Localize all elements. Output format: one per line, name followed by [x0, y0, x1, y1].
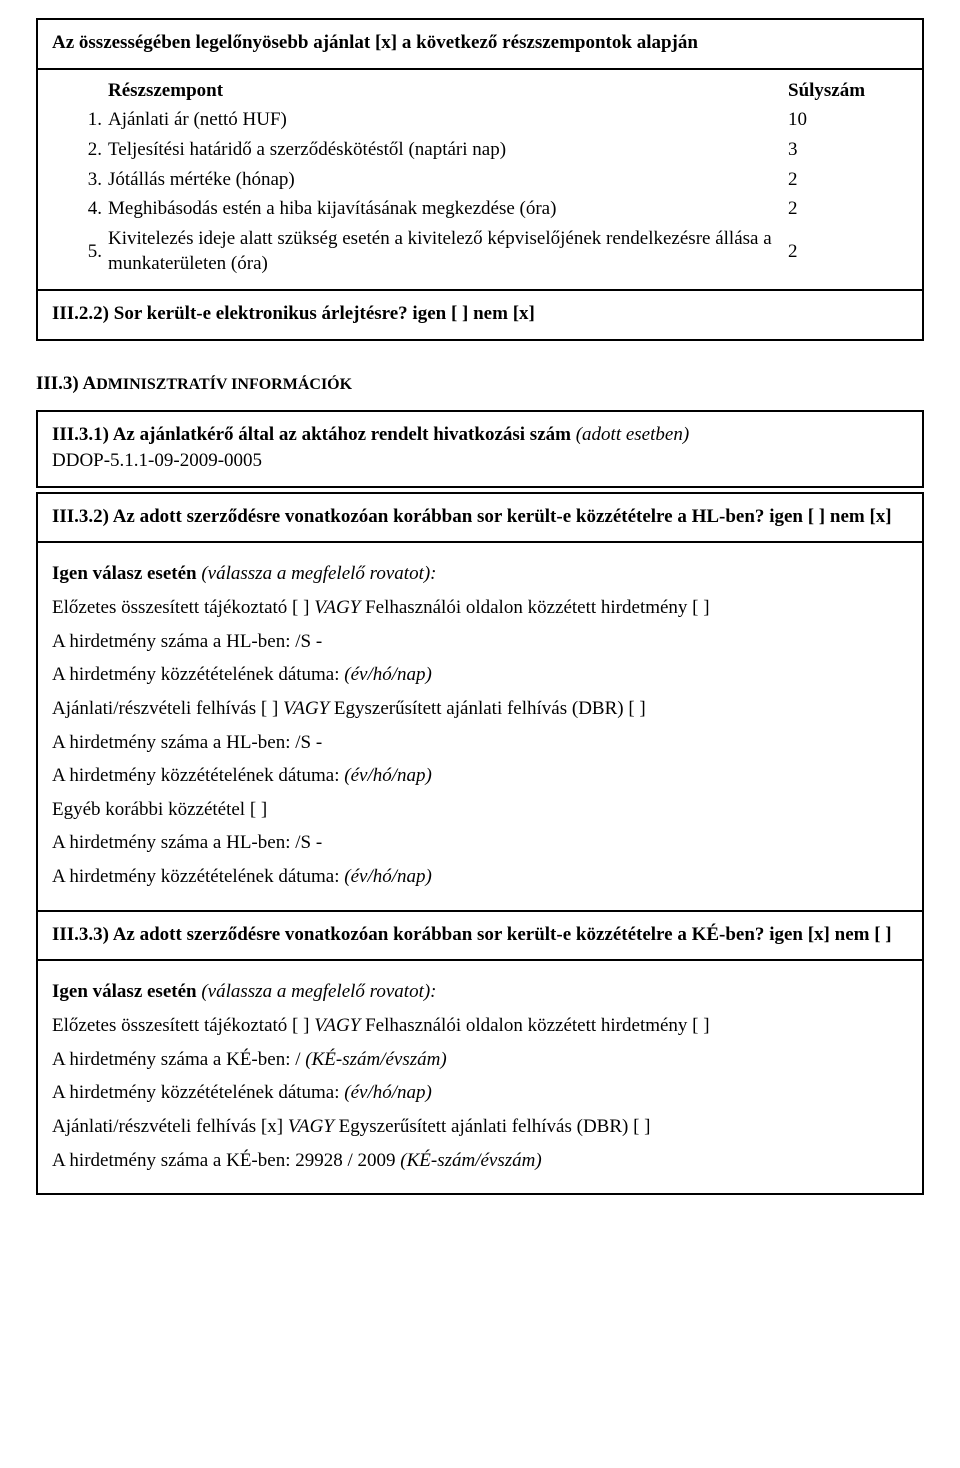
- iii32-l2-vagy: VAGY: [283, 698, 329, 719]
- iii33-num-ke-a: A hirdetmény száma a KÉ-ben: /: [52, 1049, 305, 1070]
- iii33-head: III.3.3) Az adott szerződésre vonatkozóa…: [52, 924, 764, 945]
- criteria-row-num: 3.: [78, 165, 108, 195]
- iii33-num-ke-b-italic: (KÉ-szám/évszám): [400, 1150, 541, 1171]
- iii32-l1b: Felhasználói oldalon közzétett hirdetmén…: [360, 597, 709, 618]
- iii32-l1a: Előzetes összesített tájékoztató [ ]: [52, 597, 314, 618]
- iii33-l1a: Előzetes összesített tájékoztató [ ]: [52, 1015, 314, 1036]
- criteria-row-weight: 10: [788, 105, 908, 135]
- iii32-date-prefix-1: A hirdetmény közzétételének dátuma:: [52, 664, 344, 685]
- iii31-value: DDOP-5.1.1-09-2009-0005: [52, 448, 908, 474]
- criteria-row: 4. Meghibásodás estén a hiba kijavításán…: [78, 194, 908, 224]
- iii32-num-hl-2: A hirdetmény száma a HL-ben: /S -: [52, 730, 908, 756]
- iii32-l2b: Egyszerűsített ajánlati felhívás (DBR) […: [329, 698, 646, 719]
- section-3-heading-rest: DMINISZTRATÍV INFORMÁCIÓK: [96, 376, 352, 393]
- box-iii31: III.3.1) Az ajánlatkérő által az aktához…: [36, 410, 924, 487]
- iii32-num-hl-3: A hirdetmény száma a HL-ben: /S -: [52, 830, 908, 856]
- box-iii32: III.3.2) Az adott szerződésre vonatkozóa…: [36, 492, 924, 1196]
- criteria-row: 1. Ajánlati ár (nettó HUF) 10: [78, 105, 908, 135]
- criteria-row-weight: 2: [788, 194, 908, 224]
- criteria-row: 2. Teljesítési határidő a szerződéskötés…: [78, 135, 908, 165]
- iii32-date-italic-2: (év/hó/nap): [344, 765, 432, 786]
- iii32-date-italic-3: (év/hó/nap): [344, 866, 432, 887]
- criteria-title: Az összességében legelőnyösebb ajánlat […: [52, 32, 698, 53]
- criteria-row-weight: 3: [788, 135, 908, 165]
- iii32-igen-italic: (válassza a megfelelő rovatot):: [201, 563, 436, 584]
- iii32-head-tail: igen [ ] nem [x]: [764, 506, 891, 527]
- iii32-date-prefix-3: A hirdetmény közzétételének dátuma:: [52, 866, 344, 887]
- iii33-igen-italic: (válassza a megfelelő rovatot):: [201, 981, 436, 1002]
- section-3-heading: III.3) ADMINISZTRATÍV INFORMÁCIÓK: [36, 371, 924, 397]
- iii33-date-italic-1: (év/hó/nap): [344, 1082, 432, 1103]
- iii33-date-prefix-1: A hirdetmény közzétételének dátuma:: [52, 1082, 344, 1103]
- criteria-row-weight: 2: [788, 165, 908, 195]
- iii33-l1-vagy: VAGY: [314, 1015, 360, 1036]
- iii33-head-tail: igen [x] nem [ ]: [764, 924, 891, 945]
- criteria-row-num: 5.: [78, 224, 108, 279]
- iii33-igen-bold: Igen válasz esetén: [52, 981, 201, 1002]
- criteria-row-num: 4.: [78, 194, 108, 224]
- criteria-row-num: 1.: [78, 105, 108, 135]
- criteria-row-label: Jótállás mértéke (hónap): [108, 165, 788, 195]
- criteria-col-right: Súlyszám: [788, 80, 865, 101]
- criteria-row-weight: 2: [788, 224, 908, 279]
- criteria-col-left: Részszempont: [108, 80, 223, 101]
- iii33-l2a: Ajánlati/részvételi felhívás [x]: [52, 1116, 288, 1137]
- iii32-igen-bold: Igen válasz esetén: [52, 563, 201, 584]
- criteria-row-label: Kivitelezés ideje alatt szükség esetén a…: [108, 224, 788, 279]
- iii22-line: III.2.2) Sor került-e elektronikus árlej…: [52, 303, 535, 324]
- iii32-date-prefix-2: A hirdetmény közzétételének dátuma:: [52, 765, 344, 786]
- criteria-row: 3. Jótállás mértéke (hónap) 2: [78, 165, 908, 195]
- iii33-l2b: Egyszerűsített ajánlati felhívás (DBR) […: [334, 1116, 651, 1137]
- iii31-title: III.3.1) Az ajánlatkérő által az aktához…: [52, 424, 576, 445]
- iii32-l3: Egyéb korábbi közzététel [ ]: [52, 797, 908, 823]
- iii33-l1b: Felhasználói oldalon közzétett hirdetmén…: [360, 1015, 709, 1036]
- iii32-date-italic-1: (év/hó/nap): [344, 664, 432, 685]
- criteria-row-label: Ajánlati ár (nettó HUF): [108, 105, 788, 135]
- criteria-box: Az összességében legelőnyösebb ajánlat […: [36, 18, 924, 341]
- criteria-row: 5. Kivitelezés ideje alatt szükség eseté…: [78, 224, 908, 279]
- iii31-title-italic: (adott esetben): [576, 424, 689, 445]
- section-3-heading-prefix: III.3) A: [36, 373, 96, 394]
- iii32-head: III.3.2) Az adott szerződésre vonatkozóa…: [52, 506, 764, 527]
- criteria-row-label: Teljesítési határidő a szerződéskötéstől…: [108, 135, 788, 165]
- iii33-num-ke-a-italic: (KÉ-szám/évszám): [305, 1049, 446, 1070]
- iii33-l2-vagy: VAGY: [288, 1116, 334, 1137]
- criteria-row-label: Meghibásodás estén a hiba kijavításának …: [108, 194, 788, 224]
- iii33-num-ke-b: A hirdetmény száma a KÉ-ben: 29928 / 200…: [52, 1150, 400, 1171]
- criteria-table: Részszempont Súlyszám 1. Ajánlati ár (ne…: [78, 76, 908, 279]
- iii32-num-hl-1: A hirdetmény száma a HL-ben: /S -: [52, 629, 908, 655]
- iii32-l1-vagy: VAGY: [314, 597, 360, 618]
- iii32-l2a: Ajánlati/részvételi felhívás [ ]: [52, 698, 283, 719]
- criteria-row-num: 2.: [78, 135, 108, 165]
